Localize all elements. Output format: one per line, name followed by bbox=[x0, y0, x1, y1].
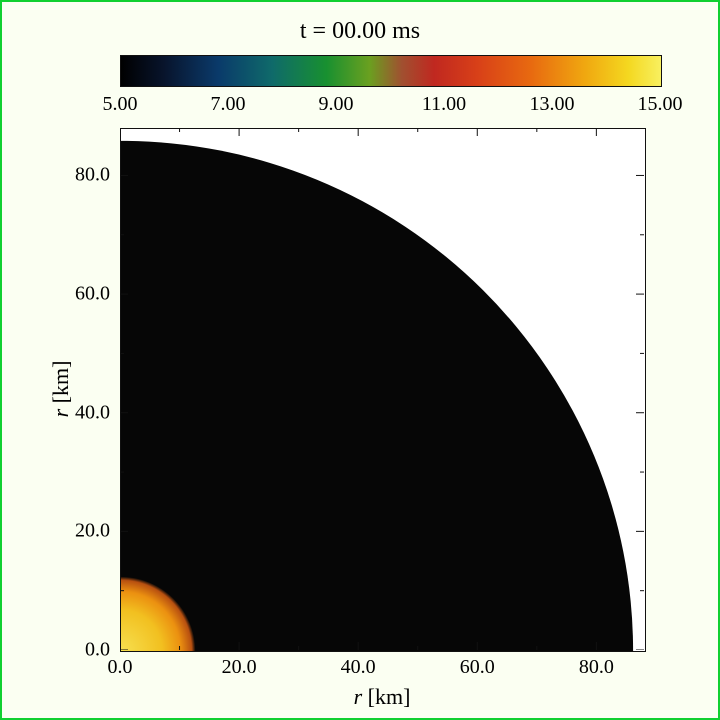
x-tick-label: 80.0 bbox=[579, 656, 614, 679]
colorbar-gradient bbox=[120, 55, 662, 87]
colorbar-tick: 5.00 bbox=[103, 93, 138, 116]
colorbar-tick: 7.00 bbox=[211, 93, 246, 116]
plot-area bbox=[120, 128, 646, 652]
x-tick-label: 0.0 bbox=[108, 656, 133, 679]
y-tick-label: 80.0 bbox=[75, 164, 110, 187]
y-tick-label: 40.0 bbox=[75, 401, 110, 424]
colorbar-tick: 15.00 bbox=[638, 93, 683, 116]
colorbar-ticks: 5.007.009.0011.0013.0015.00 bbox=[120, 93, 660, 119]
x-var: r bbox=[354, 684, 363, 709]
x-tick-label: 60.0 bbox=[460, 656, 495, 679]
x-axis-label: r [km] bbox=[120, 684, 644, 710]
y-tick-label: 20.0 bbox=[75, 520, 110, 543]
y-var: r bbox=[48, 409, 73, 418]
x-unit: [km] bbox=[368, 684, 411, 709]
colorbar: 5.007.009.0011.0013.0015.00 bbox=[120, 55, 660, 119]
x-tick-label: 20.0 bbox=[222, 656, 257, 679]
colorbar-axis-label: log ρ [g/cm³] bbox=[704, 650, 720, 720]
y-tick-label: 0.0 bbox=[85, 639, 110, 662]
colorbar-tick: 9.00 bbox=[319, 93, 354, 116]
plot-title: t = 00.00 ms bbox=[0, 18, 720, 45]
y-unit: [km] bbox=[48, 361, 73, 404]
plot-svg bbox=[121, 129, 645, 651]
y-axis-label: r [km] bbox=[48, 128, 78, 650]
y-tick-label: 60.0 bbox=[75, 283, 110, 306]
colorbar-tick: 13.00 bbox=[530, 93, 575, 116]
colorbar-tick: 11.00 bbox=[422, 93, 466, 116]
x-tick-label: 40.0 bbox=[341, 656, 376, 679]
